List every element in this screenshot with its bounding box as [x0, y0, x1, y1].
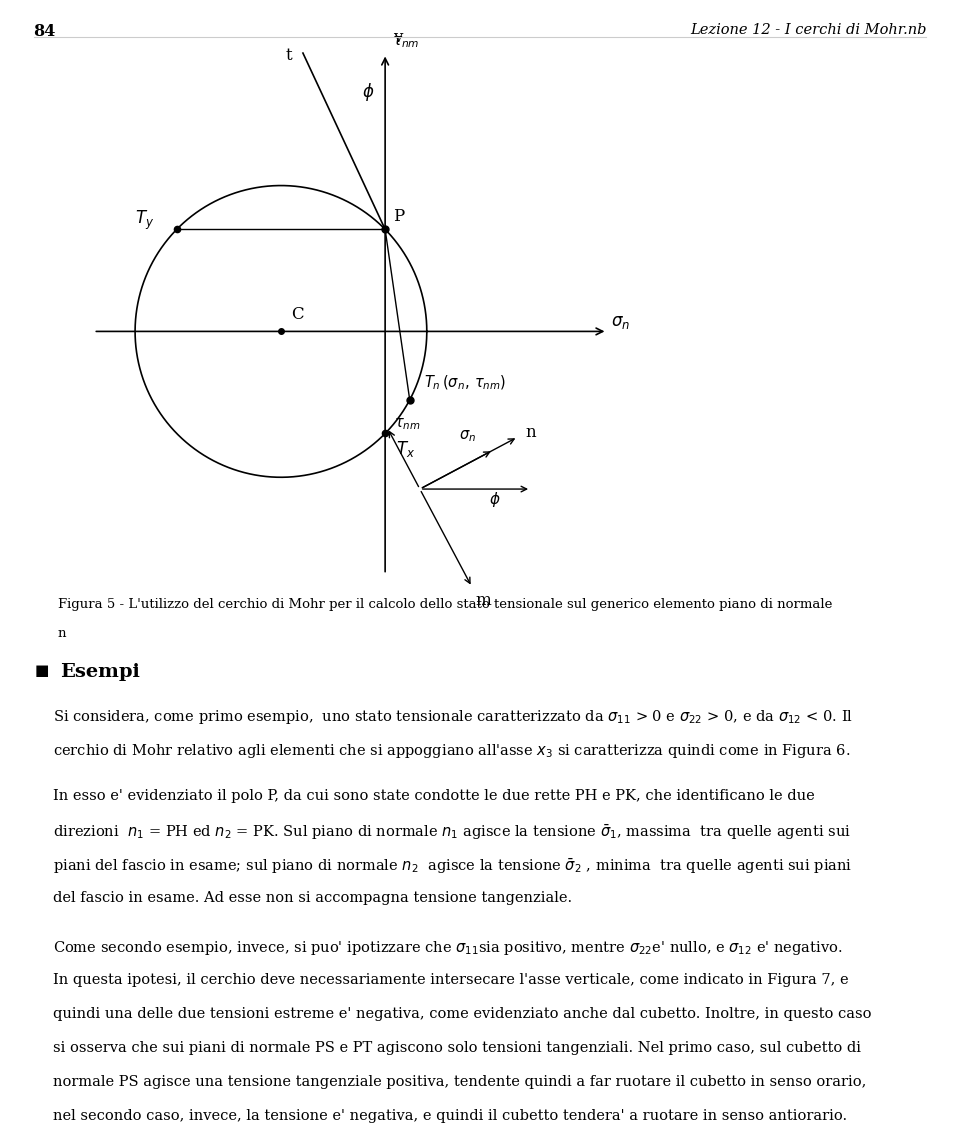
Text: P: P	[394, 209, 405, 226]
Text: $\tau_{nm}$: $\tau_{nm}$	[392, 34, 420, 50]
Text: $\sigma_n$: $\sigma_n$	[459, 429, 476, 445]
Text: Figura 5 - L'utilizzo del cerchio di Mohr per il calcolo dello stato tensionale : Figura 5 - L'utilizzo del cerchio di Moh…	[58, 598, 832, 610]
Text: ■: ■	[35, 663, 49, 678]
Text: Come secondo esempio, invece, si puo' ipotizzare che $\sigma_{11}$sia positivo, : Come secondo esempio, invece, si puo' ip…	[53, 939, 842, 957]
Text: si osserva che sui piani di normale PS e PT agiscono solo tensioni tangenziali. : si osserva che sui piani di normale PS e…	[53, 1041, 861, 1055]
Text: $\phi$: $\phi$	[490, 490, 501, 509]
Text: In esso e' evidenziato il polo P, da cui sono state condotte le due rette PH e P: In esso e' evidenziato il polo P, da cui…	[53, 789, 814, 803]
Text: 84: 84	[34, 23, 56, 40]
Text: $\tau_{nm}$: $\tau_{nm}$	[395, 416, 420, 432]
Text: $\sigma_n$: $\sigma_n$	[611, 314, 630, 331]
Text: quindi una delle due tensioni estreme e' negativa, come evidenziato anche dal cu: quindi una delle due tensioni estreme e'…	[53, 1007, 872, 1021]
Text: normale PS agisce una tensione tangenziale positiva, tendente quindi a far ruota: normale PS agisce una tensione tangenzia…	[53, 1075, 866, 1089]
Text: n: n	[58, 627, 66, 640]
Text: n: n	[525, 424, 536, 441]
Text: v: v	[394, 28, 403, 45]
Text: In questa ipotesi, il cerchio deve necessariamente intersecare l'asse verticale,: In questa ipotesi, il cerchio deve neces…	[53, 973, 849, 987]
Text: nel secondo caso, invece, la tensione e' negativa, e quindi il cubetto tendera' : nel secondo caso, invece, la tensione e'…	[53, 1109, 847, 1123]
Text: t: t	[285, 46, 292, 64]
Text: Esempi: Esempi	[60, 663, 140, 682]
Text: C: C	[292, 306, 304, 323]
Text: Si considera, come primo esempio,  uno stato tensionale caratterizzato da $\sigm: Si considera, come primo esempio, uno st…	[53, 708, 852, 726]
Text: m: m	[475, 592, 492, 609]
Text: piani del fascio in esame; sul piano di normale $n_2$  agisce la tensione $\bar{: piani del fascio in esame; sul piano di …	[53, 857, 852, 877]
Text: cerchio di Mohr relativo agli elementi che si appoggiano all'asse $x_3$ si carat: cerchio di Mohr relativo agli elementi c…	[53, 742, 851, 760]
Text: $\phi$: $\phi$	[362, 82, 374, 103]
Text: direzioni  $n_1$ = PH ed $n_2$ = PK. Sul piano di normale $n_1$ agisce la tensio: direzioni $n_1$ = PH ed $n_2$ = PK. Sul …	[53, 823, 851, 843]
Text: $T_x$: $T_x$	[396, 439, 415, 459]
Text: $T_n\,(\sigma_n,\,\tau_{nm})$: $T_n\,(\sigma_n,\,\tau_{nm})$	[423, 374, 506, 392]
Text: del fascio in esame. Ad esse non si accompagna tensione tangenziale.: del fascio in esame. Ad esse non si acco…	[53, 891, 572, 905]
Text: Lezione 12 - I cerchi di Mohr.nb: Lezione 12 - I cerchi di Mohr.nb	[690, 23, 926, 36]
Text: $T_y$: $T_y$	[135, 209, 155, 231]
